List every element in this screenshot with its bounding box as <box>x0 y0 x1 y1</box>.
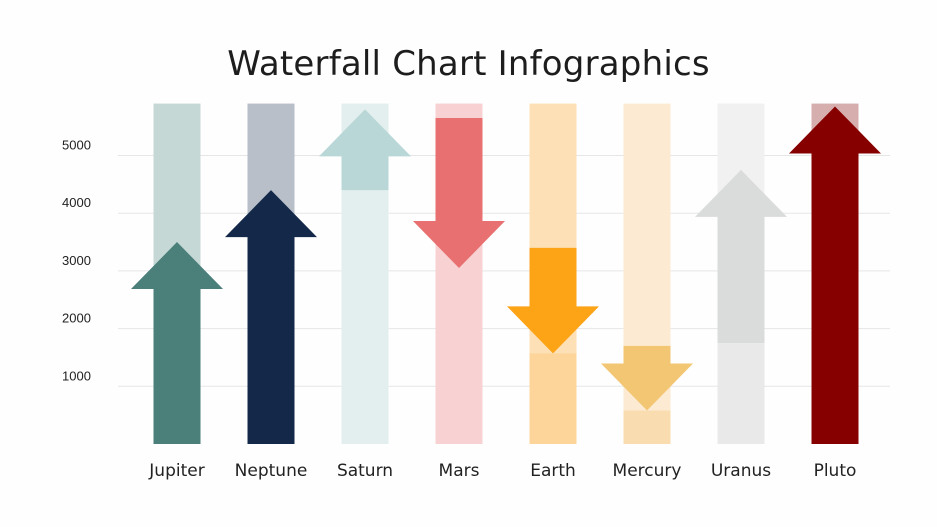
category-label-neptune: Neptune <box>235 461 308 481</box>
arrow-down-earth <box>507 247 599 354</box>
y-tick-label: 3000 <box>62 253 91 268</box>
category-label-saturn: Saturn <box>337 461 393 481</box>
base-bar-saturn <box>341 190 389 444</box>
category-label-mars: Mars <box>439 461 480 481</box>
arrow-up-jupiter <box>131 242 223 444</box>
category-label-pluto: Pluto <box>814 461 857 481</box>
y-tick-label: 4000 <box>62 195 91 210</box>
arrow-down-mars <box>413 117 505 269</box>
arrow-up-pluto <box>789 106 881 444</box>
arrow-up-saturn <box>319 109 411 191</box>
arrow-up-uranus <box>695 169 787 344</box>
base-bar-earth <box>529 353 577 444</box>
y-tick-label: 5000 <box>62 138 91 153</box>
arrow-up-neptune <box>225 190 317 444</box>
base-bar-mars <box>435 268 483 444</box>
y-tick-label: 1000 <box>62 368 91 383</box>
category-label-mercury: Mercury <box>613 461 682 481</box>
base-bar-mercury <box>623 410 671 444</box>
y-tick-label: 2000 <box>62 311 91 326</box>
category-label-jupiter: Jupiter <box>148 461 204 481</box>
category-label-uranus: Uranus <box>711 461 771 481</box>
category-label-earth: Earth <box>530 461 576 481</box>
chart-title: Waterfall Chart Infographics <box>227 44 710 84</box>
arrow-down-mercury <box>601 345 693 411</box>
base-bar-uranus <box>717 343 765 444</box>
